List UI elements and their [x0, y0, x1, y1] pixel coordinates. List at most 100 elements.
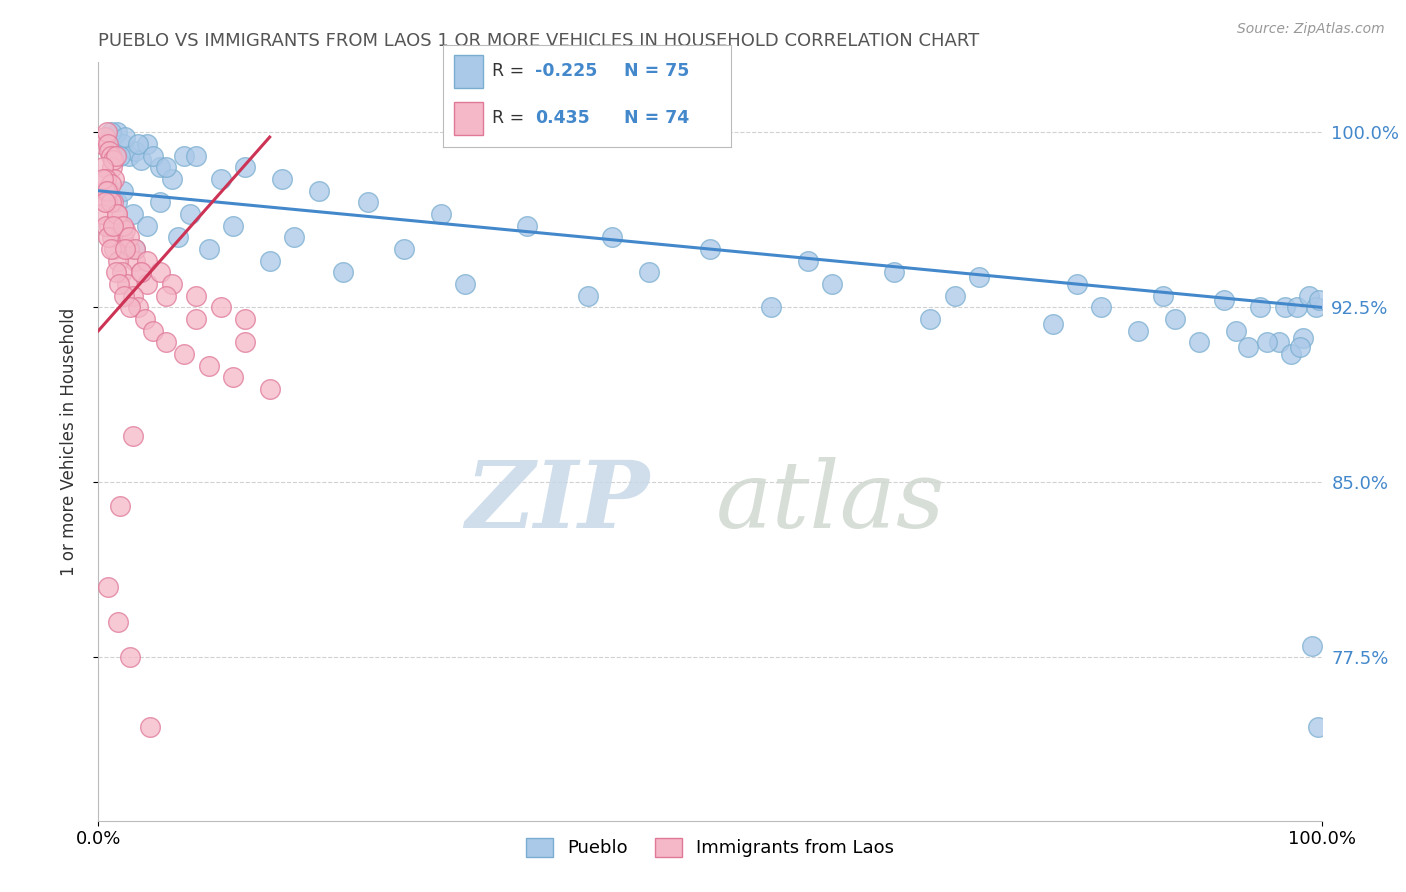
- Pueblo: [124, 242, 146, 256]
- Pueblo: [1288, 340, 1310, 354]
- Pueblo: [516, 219, 538, 233]
- Immigrants from Laos: [155, 289, 177, 303]
- Text: Source: ZipAtlas.com: Source: ZipAtlas.com: [1237, 22, 1385, 37]
- Immigrants from Laos: [114, 223, 136, 237]
- Immigrants from Laos: [197, 359, 219, 373]
- Immigrants from Laos: [120, 301, 142, 315]
- Immigrants from Laos: [124, 253, 146, 268]
- Pueblo: [1308, 293, 1330, 308]
- Immigrants from Laos: [97, 137, 120, 152]
- Pueblo: [179, 207, 201, 221]
- Pueblo: [149, 161, 172, 175]
- Immigrants from Laos: [160, 277, 183, 291]
- Pueblo: [392, 242, 416, 256]
- Immigrants from Laos: [111, 230, 134, 244]
- Immigrants from Laos: [259, 382, 281, 396]
- Immigrants from Laos: [108, 277, 131, 291]
- Pueblo: [1279, 347, 1302, 361]
- Pueblo: [1298, 289, 1320, 303]
- Immigrants from Laos: [91, 207, 114, 221]
- Immigrants from Laos: [97, 184, 120, 198]
- Immigrants from Laos: [91, 161, 114, 175]
- Immigrants from Laos: [100, 242, 122, 256]
- Text: ZIP: ZIP: [465, 458, 650, 547]
- Pueblo: [1164, 312, 1187, 326]
- Immigrants from Laos: [91, 137, 114, 152]
- Immigrants from Laos: [107, 615, 129, 630]
- Pueblo: [118, 149, 141, 163]
- Text: R =: R =: [492, 110, 530, 128]
- Immigrants from Laos: [93, 195, 115, 210]
- Pueblo: [155, 161, 177, 175]
- Immigrants from Laos: [97, 580, 120, 594]
- Pueblo: [129, 153, 152, 168]
- Pueblo: [167, 230, 190, 244]
- Y-axis label: 1 or more Vehicles in Household: 1 or more Vehicles in Household: [59, 308, 77, 575]
- Pueblo: [1286, 301, 1309, 315]
- Pueblo: [197, 242, 219, 256]
- Pueblo: [186, 149, 208, 163]
- Immigrants from Laos: [110, 219, 132, 233]
- Pueblo: [1306, 720, 1329, 734]
- Pueblo: [259, 253, 281, 268]
- Pueblo: [121, 207, 143, 221]
- Pueblo: [1237, 340, 1260, 354]
- Pueblo: [233, 161, 256, 175]
- Immigrants from Laos: [103, 172, 125, 186]
- Immigrants from Laos: [110, 499, 132, 513]
- Bar: [454, 55, 484, 87]
- Pueblo: [308, 184, 330, 198]
- Immigrants from Laos: [233, 335, 256, 350]
- Immigrants from Laos: [111, 219, 134, 233]
- Bar: [454, 102, 484, 135]
- Pueblo: [1301, 639, 1323, 653]
- Pueblo: [142, 149, 165, 163]
- Pueblo: [209, 172, 232, 186]
- Immigrants from Laos: [101, 219, 124, 233]
- Text: R =: R =: [492, 62, 530, 80]
- Pueblo: [576, 289, 599, 303]
- Immigrants from Laos: [173, 347, 195, 361]
- Pueblo: [1188, 335, 1211, 350]
- Immigrants from Laos: [101, 195, 124, 210]
- Immigrants from Laos: [100, 195, 122, 210]
- Pueblo: [600, 230, 623, 244]
- Immigrants from Laos: [124, 242, 146, 256]
- Pueblo: [761, 301, 783, 315]
- Immigrants from Laos: [186, 289, 208, 303]
- Pueblo: [1152, 289, 1174, 303]
- Immigrants from Laos: [222, 370, 245, 384]
- Immigrants from Laos: [129, 265, 152, 279]
- Immigrants from Laos: [100, 149, 122, 163]
- Pueblo: [1250, 301, 1272, 315]
- Immigrants from Laos: [97, 230, 120, 244]
- Pueblo: [920, 312, 942, 326]
- Immigrants from Laos: [105, 207, 128, 221]
- Immigrants from Laos: [134, 312, 156, 326]
- Immigrants from Laos: [91, 172, 114, 186]
- Immigrants from Laos: [118, 242, 141, 256]
- Immigrants from Laos: [121, 289, 143, 303]
- Pueblo: [101, 130, 124, 145]
- Pueblo: [127, 137, 149, 152]
- Pueblo: [149, 195, 172, 210]
- Immigrants from Laos: [136, 277, 159, 291]
- Pueblo: [454, 277, 477, 291]
- Pueblo: [222, 219, 245, 233]
- Pueblo: [105, 125, 128, 139]
- Text: atlas: atlas: [716, 458, 946, 547]
- Immigrants from Laos: [136, 253, 159, 268]
- Immigrants from Laos: [101, 161, 124, 175]
- Immigrants from Laos: [121, 428, 143, 442]
- Pueblo: [332, 265, 354, 279]
- Text: PUEBLO VS IMMIGRANTS FROM LAOS 1 OR MORE VEHICLES IN HOUSEHOLD CORRELATION CHART: PUEBLO VS IMMIGRANTS FROM LAOS 1 OR MORE…: [98, 32, 980, 50]
- Immigrants from Laos: [111, 265, 134, 279]
- Immigrants from Laos: [104, 149, 127, 163]
- Pueblo: [111, 184, 134, 198]
- Pueblo: [1256, 335, 1278, 350]
- Immigrants from Laos: [155, 335, 177, 350]
- Pueblo: [1274, 301, 1296, 315]
- Pueblo: [1090, 301, 1112, 315]
- Pueblo: [797, 253, 820, 268]
- Immigrants from Laos: [115, 277, 138, 291]
